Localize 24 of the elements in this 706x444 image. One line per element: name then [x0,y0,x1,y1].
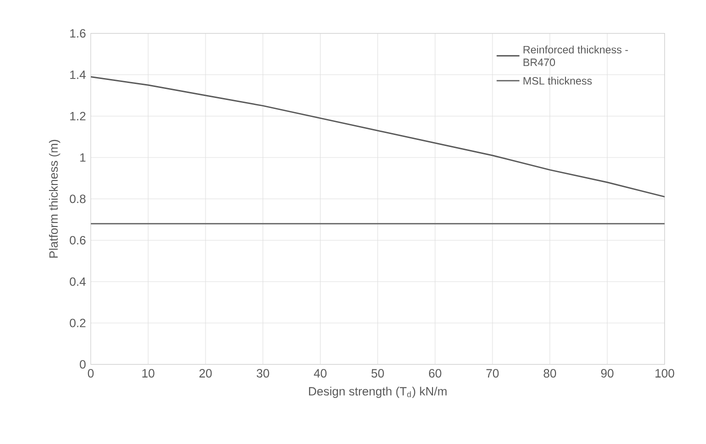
x-tick-label: 50 [371,368,384,378]
x-tick-label: 20 [199,368,212,378]
y-axis-title: Platform thickness (m) [48,140,60,258]
y-tick-label: 0.4 [70,277,86,286]
y-tick-label: 1.4 [70,70,86,79]
x-axis-title: Design strength (T$_{d}$) kN/m [309,386,447,398]
y-tick-label: 1 [80,153,86,162]
y-tick-label: 0.2 [70,318,86,328]
x-tick-label: 70 [486,368,499,378]
legend-label: Reinforced thickness - BR470 [524,45,628,66]
y-tick-label: 1.6 [70,28,86,38]
x-tick-label: 10 [142,368,154,378]
x-tick-label: 60 [429,368,442,378]
x-tick-label: 100 [656,368,674,378]
y-tick-label: 0.6 [70,236,86,244]
x-tick-label: 30 [256,368,270,378]
legend-label: MSL thickness [524,76,592,84]
y-tick-label: 0.8 [70,194,86,203]
x-tick-label: 0 [88,368,94,378]
x-tick-label: 90 [601,368,614,378]
y-tick-label: 0 [80,360,86,368]
y-tick-label: 1.2 [70,112,86,120]
x-tick-label: 40 [314,368,327,378]
x-tick-label: 80 [544,368,556,378]
